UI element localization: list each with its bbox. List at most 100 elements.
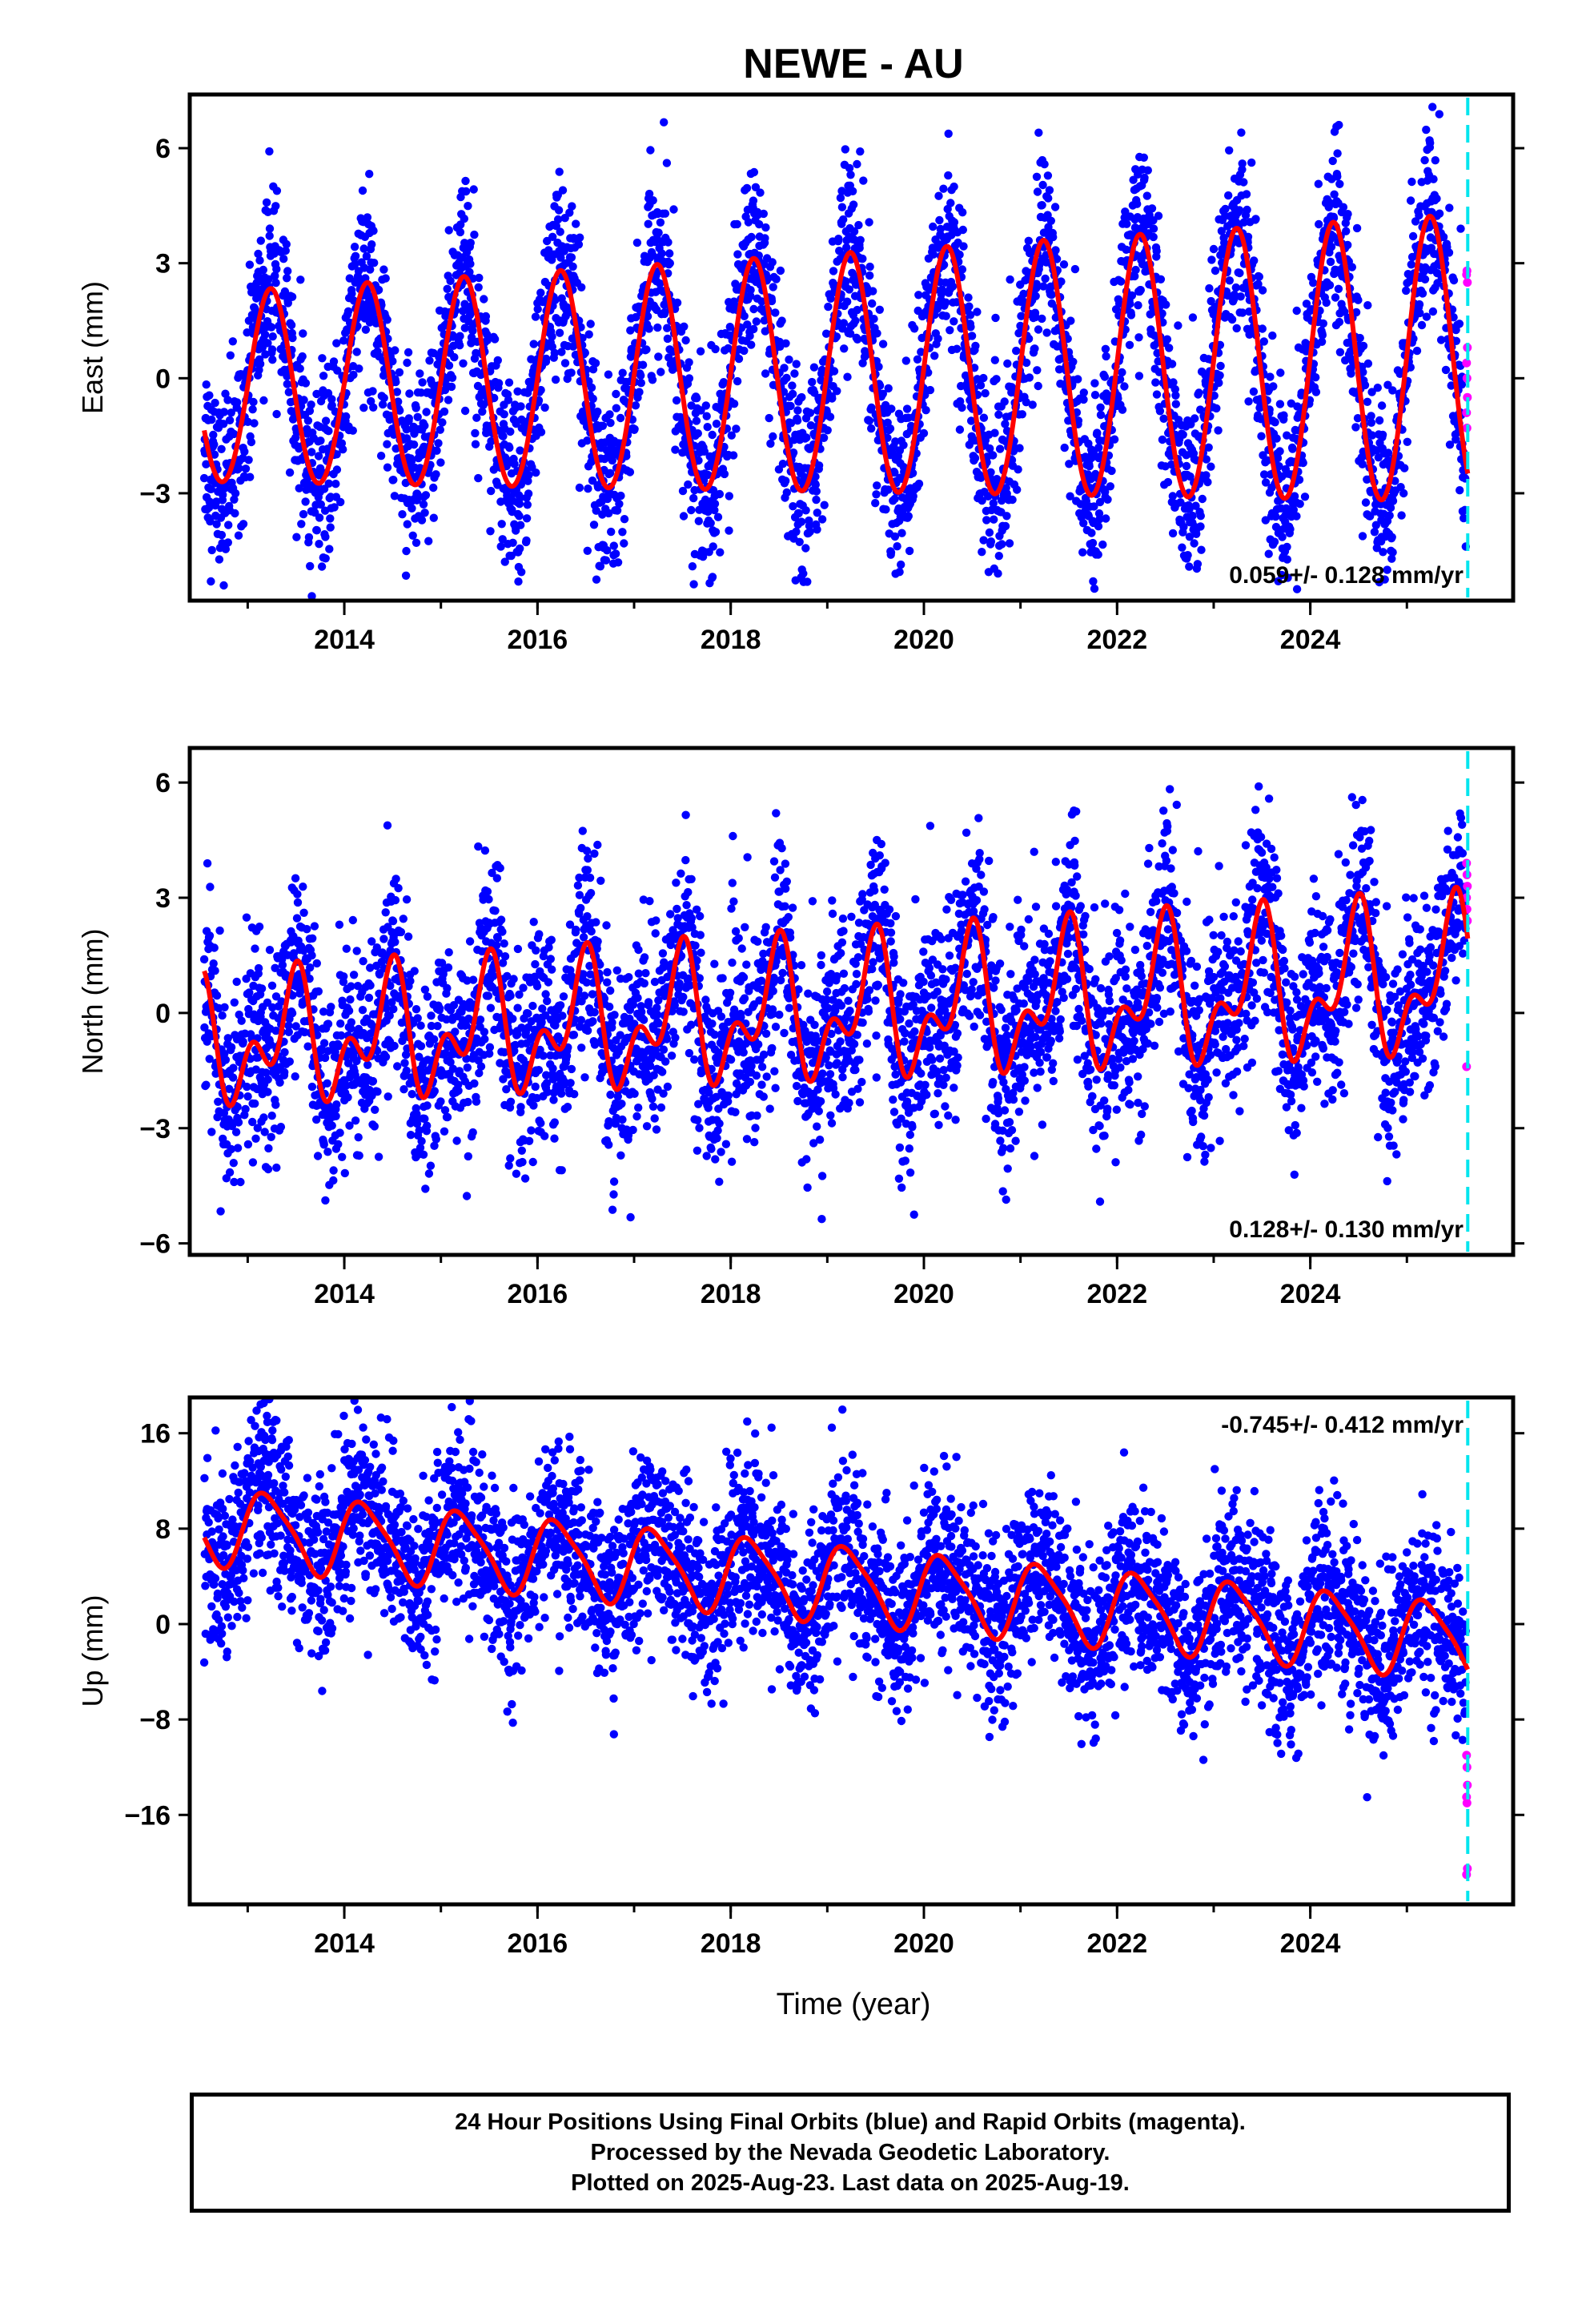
east-point — [327, 400, 336, 410]
east-point — [886, 548, 896, 557]
north-point — [272, 1163, 281, 1172]
east-point — [1102, 352, 1110, 361]
east-point — [786, 401, 795, 411]
east-point — [436, 425, 444, 434]
north-point — [366, 981, 375, 990]
east-point — [574, 240, 584, 249]
east-point — [490, 335, 500, 344]
east-point — [967, 332, 977, 340]
east-point — [663, 334, 673, 344]
east-point — [1455, 320, 1464, 328]
east-point — [749, 304, 758, 314]
east-point — [459, 307, 468, 316]
east-point — [478, 407, 487, 416]
east-point — [461, 187, 471, 196]
east-point — [749, 324, 758, 334]
east-point — [589, 521, 599, 529]
east-point — [548, 342, 556, 352]
east-point — [1039, 282, 1048, 291]
east-point — [1232, 324, 1241, 333]
east-point — [1178, 543, 1186, 552]
east-point — [711, 344, 720, 354]
east-point — [832, 332, 841, 341]
east-point — [283, 372, 291, 380]
east-point — [1399, 489, 1408, 498]
north-point — [251, 1099, 259, 1108]
east-point — [1168, 492, 1178, 501]
east-point — [605, 410, 614, 419]
east-point — [793, 406, 802, 415]
east-point — [841, 277, 850, 286]
north-point — [383, 1092, 392, 1101]
north-point — [237, 1016, 246, 1025]
east-point — [1191, 414, 1199, 423]
east-point — [766, 439, 775, 448]
east-point — [246, 472, 255, 481]
east-point — [1406, 196, 1415, 205]
east-point — [1060, 443, 1069, 452]
east-point — [1192, 529, 1201, 538]
east-point — [1335, 317, 1344, 327]
north-point — [323, 1019, 333, 1028]
east-point — [644, 219, 652, 228]
east-point — [1090, 502, 1098, 511]
east-point — [369, 227, 378, 235]
east-point — [767, 296, 777, 306]
east-point — [1078, 548, 1087, 557]
north-point — [206, 883, 215, 891]
east-point — [553, 215, 563, 224]
east-point — [1050, 203, 1060, 211]
east-point — [262, 198, 271, 207]
east-point — [272, 187, 282, 195]
east-point — [959, 242, 968, 251]
east-point — [287, 320, 296, 330]
east-point — [611, 549, 620, 558]
east-point — [1101, 344, 1110, 353]
east-point — [684, 480, 693, 489]
east-point — [265, 231, 274, 240]
east-point — [508, 538, 517, 547]
east-point — [839, 319, 849, 328]
east-point — [1249, 387, 1259, 396]
east-point — [1195, 388, 1203, 397]
east-point — [890, 494, 899, 504]
east-point — [1377, 401, 1387, 410]
east-point — [522, 514, 532, 523]
east-point — [725, 492, 733, 501]
east-point — [319, 372, 328, 380]
east-point — [985, 528, 994, 537]
east-point — [1212, 404, 1221, 413]
east-point — [839, 215, 848, 224]
east-point — [851, 316, 860, 325]
north-point — [292, 914, 302, 923]
east-point — [591, 359, 600, 368]
east-point — [782, 373, 791, 383]
east-point — [1142, 191, 1152, 200]
east-point — [881, 505, 890, 514]
east-y-tick-label: 6 — [155, 134, 171, 164]
east-point — [324, 479, 333, 488]
east-point — [801, 506, 810, 515]
east-point — [450, 352, 459, 362]
east-point — [1129, 175, 1138, 184]
east-point — [643, 312, 652, 321]
east-point — [1022, 358, 1031, 368]
east-point — [1358, 460, 1367, 468]
north-point — [257, 984, 267, 993]
east-point — [283, 274, 291, 283]
east-point — [1045, 186, 1054, 195]
east-point — [583, 546, 592, 555]
east-point — [460, 300, 469, 308]
east-point — [268, 332, 277, 341]
north-point — [293, 898, 303, 907]
east-point — [321, 416, 331, 425]
north-point — [390, 1041, 399, 1051]
east-point — [542, 354, 551, 364]
east-point — [761, 223, 770, 232]
east-point — [351, 251, 360, 260]
east-point — [1167, 360, 1177, 368]
east-point — [989, 499, 998, 508]
east-point — [990, 612, 998, 620]
east-point — [265, 147, 274, 156]
